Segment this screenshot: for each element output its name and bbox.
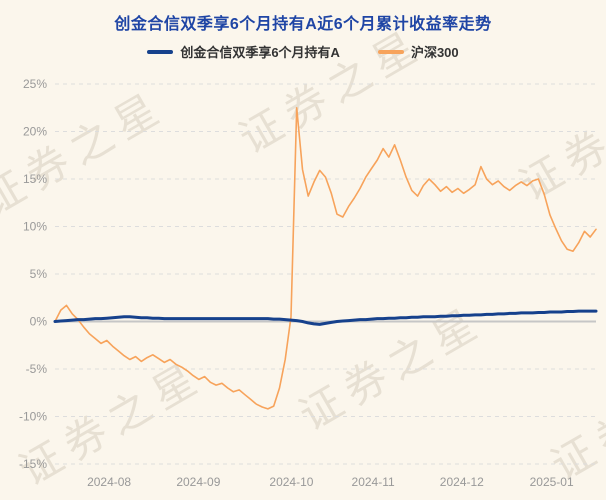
svg-text:25%: 25% [23, 77, 47, 91]
svg-text:5%: 5% [30, 267, 48, 281]
svg-text:20%: 20% [23, 125, 47, 139]
svg-text:0%: 0% [30, 315, 48, 329]
svg-text:2024-09: 2024-09 [176, 475, 220, 489]
csi300-line-swatch-icon [377, 49, 404, 54]
svg-text:2024-10: 2024-10 [269, 475, 313, 489]
svg-text:2024-12: 2024-12 [440, 475, 484, 489]
svg-text:2025-01: 2025-01 [530, 475, 574, 489]
chart-title: 创金合信双季享6个月持有A近6个月累计收益率走势 [114, 16, 492, 33]
svg-text:2024-11: 2024-11 [352, 475, 395, 489]
legend-label-csi300: 沪深300 [410, 45, 459, 60]
svg-text:-15%: -15% [19, 457, 47, 471]
chart-legend: 创金合信双季享6个月持有A 沪深300 [0, 42, 606, 61]
fund-line-swatch-icon [147, 49, 174, 54]
legend-label-fund: 创金合信双季享6个月持有A [180, 45, 340, 60]
svg-text:-10%: -10% [19, 410, 47, 424]
svg-text:10%: 10% [23, 220, 47, 234]
legend-item-fund[interactable]: 创金合信双季享6个月持有A [147, 42, 340, 61]
svg-text:2024-08: 2024-08 [87, 475, 131, 489]
svg-text:-5%: -5% [26, 362, 48, 376]
svg-text:15%: 15% [23, 172, 47, 186]
legend-item-csi300[interactable]: 沪深300 [377, 42, 459, 61]
